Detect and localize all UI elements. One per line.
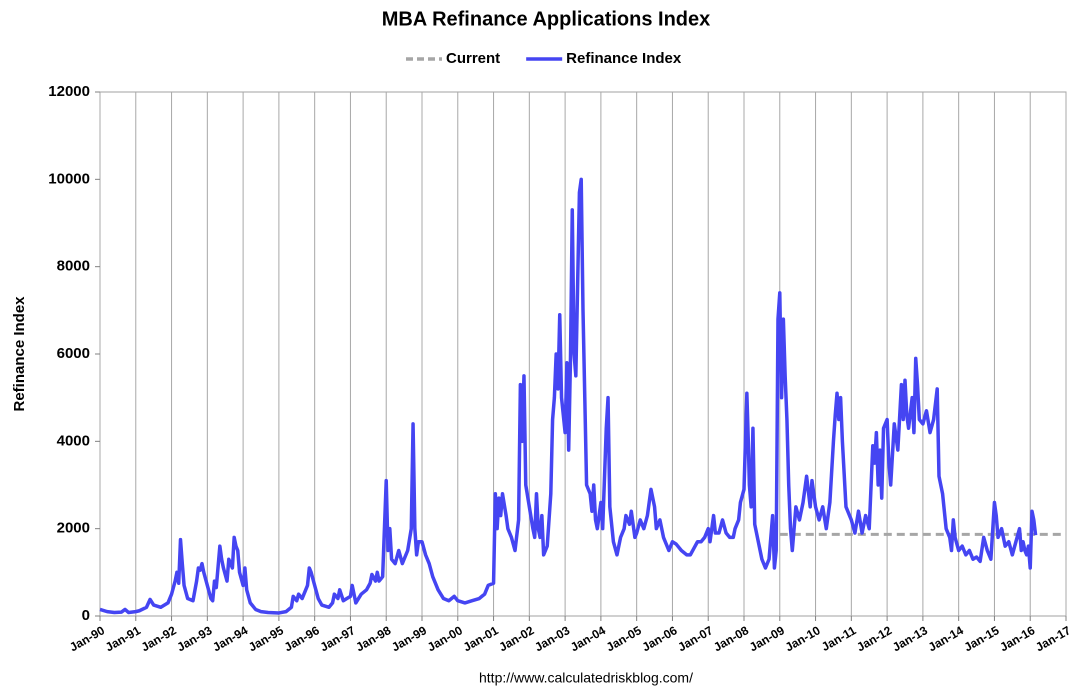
data-line (99, 177, 1038, 615)
y-tick-label: 8000 (57, 258, 90, 275)
legend-label: Refinance Index (566, 50, 682, 67)
source-note: http://www.calculatedriskblog.com/ (479, 670, 693, 686)
y-tick-label: 0 (82, 607, 90, 624)
y-axis-label: Refinance Index (11, 296, 28, 412)
chart-title: MBA Refinance Applications Index (382, 8, 711, 30)
y-tick-label: 6000 (57, 345, 90, 362)
legend-label: Current (446, 50, 500, 67)
y-tick-label: 12000 (48, 83, 90, 100)
y-tick-label: 4000 (57, 432, 90, 449)
y-tick-label: 2000 (57, 520, 90, 537)
y-tick-label: 10000 (48, 170, 90, 187)
